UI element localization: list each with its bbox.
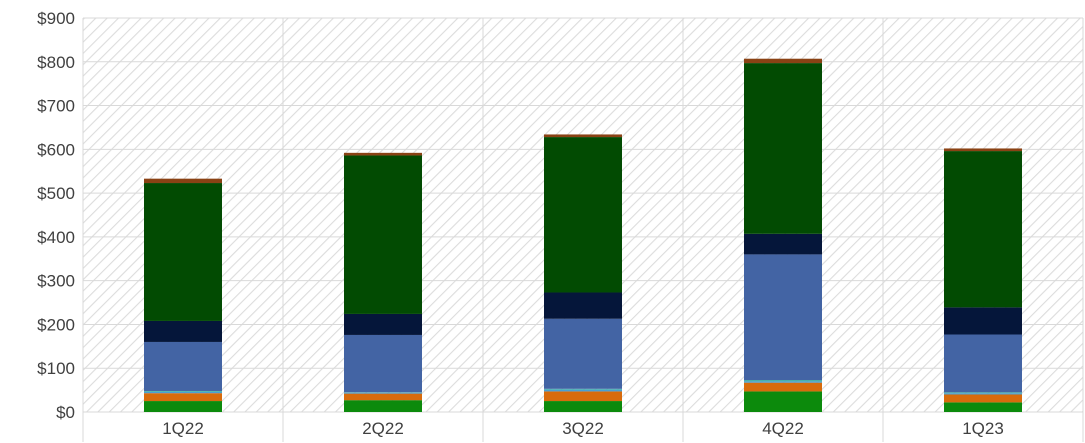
bar-segment — [144, 401, 222, 412]
y-tick-label: $400 — [37, 228, 75, 247]
bar-segment — [944, 393, 1022, 395]
bar-segment — [744, 254, 822, 381]
bar-segment — [744, 382, 822, 392]
bar-segment — [144, 341, 222, 391]
y-tick-label: $0 — [56, 403, 75, 422]
bar-segment — [744, 63, 822, 234]
y-tick-label: $100 — [37, 359, 75, 378]
bar-segment — [944, 394, 1022, 403]
x-tick-label: 3Q22 — [562, 419, 604, 438]
bar-segment — [544, 292, 622, 319]
bar-segment — [344, 400, 422, 412]
y-tick-label: $600 — [37, 140, 75, 159]
y-tick-label: $500 — [37, 184, 75, 203]
bar-segment — [544, 391, 622, 402]
bar-segment — [144, 320, 222, 342]
x-tick-label: 4Q22 — [762, 419, 804, 438]
bar-segment — [944, 334, 1022, 393]
bar-segment — [744, 233, 822, 255]
bar-segment — [344, 334, 422, 393]
bars — [144, 58, 1022, 412]
bar-segment — [544, 318, 622, 389]
y-tick-label: $800 — [37, 53, 75, 72]
x-tick-label: 2Q22 — [362, 419, 404, 438]
bar-segment — [744, 380, 822, 382]
x-tick-label: 1Q22 — [162, 419, 204, 438]
y-tick-label: $900 — [37, 9, 75, 28]
bar-segment — [344, 155, 422, 314]
bar-segment — [144, 183, 222, 321]
bar-segment — [544, 389, 622, 392]
y-tick-label: $300 — [37, 272, 75, 291]
bar-segment — [944, 148, 1022, 152]
y-axis-ticks: $0 $100 $200 $300 $400 $500 $600 $700 $800 $900 — [37, 9, 75, 422]
bar-segment — [944, 392, 1022, 394]
bar-segment — [544, 388, 622, 390]
bar-segment — [744, 391, 822, 412]
bar-segment — [744, 381, 822, 383]
x-axis-ticks: 1Q22 2Q22 3Q22 4Q22 1Q23 — [162, 419, 1004, 438]
bar-segment — [544, 134, 622, 138]
bar-segment — [144, 178, 222, 184]
x-tick-label: 1Q23 — [962, 419, 1004, 438]
bar-segment — [144, 390, 222, 392]
bar-segment — [744, 58, 822, 64]
y-tick-label: $200 — [37, 315, 75, 334]
y-tick-label: $700 — [37, 97, 75, 116]
bar-segment — [344, 152, 422, 156]
bar-segment — [944, 307, 1022, 335]
bar-segment — [344, 392, 422, 394]
bar-segment — [144, 391, 222, 394]
bar-segment — [544, 137, 622, 293]
bar-segment — [344, 393, 422, 401]
bar-segment — [944, 402, 1022, 412]
bar-segment — [344, 313, 422, 335]
bar-segment — [544, 401, 622, 412]
bar-segment — [944, 151, 1022, 308]
bar-segment — [144, 393, 222, 402]
